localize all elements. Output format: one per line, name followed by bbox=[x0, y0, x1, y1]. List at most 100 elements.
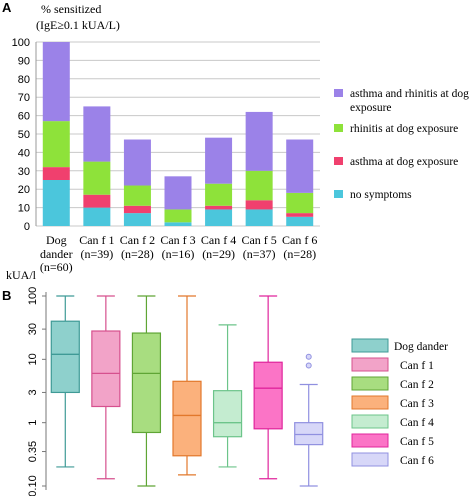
panel-a-legend: asthma and rhinitis at dog exposure rhinit… bbox=[334, 88, 469, 201]
panel-a-legend-label: asthma at dog exposure bbox=[350, 156, 458, 168]
panel-b-legend-label: Can f 3 bbox=[400, 398, 434, 410]
panel-b-legend-swatch bbox=[351, 338, 389, 353]
panel-b-ylabel: kUA/l bbox=[6, 268, 37, 282]
panel-a-x-label: Can f 2 bbox=[120, 233, 155, 247]
panel-a-x-label: Can f 6 bbox=[282, 233, 317, 247]
panel-a-bar-segment bbox=[42, 180, 70, 226]
panel-b-legend-label: Dog dander bbox=[394, 341, 448, 353]
panel-a-x-label: Can f 4 bbox=[201, 233, 236, 247]
panel-b-legend-label: Can f 6 bbox=[400, 455, 434, 467]
panel-a-y-tick-label: 30 bbox=[18, 166, 30, 178]
panel-a-x-label: Dog bbox=[46, 233, 67, 247]
panel-a-bar-segment bbox=[286, 192, 314, 214]
panel-a-bar-segment bbox=[83, 161, 111, 195]
panel-a-y-tick-label: 40 bbox=[18, 147, 30, 159]
panel-b-axis: 100 30 10 3 1 0.35 0.10 bbox=[27, 287, 47, 496]
panel-a-bar-segment bbox=[205, 205, 233, 210]
panel-a-x-label-line2: dander bbox=[40, 247, 73, 261]
panel-a-bar-segment bbox=[42, 42, 70, 122]
panel-a-y-tick-label: 100 bbox=[12, 37, 30, 49]
panel-a-x-label-n: (n=29) bbox=[202, 247, 235, 261]
panel-a-y-tick-label: 70 bbox=[18, 92, 30, 104]
panel-b-y-tick-label: 10 bbox=[27, 353, 39, 365]
panel-a-bar-segment bbox=[245, 170, 273, 201]
panel-b-outlier bbox=[305, 362, 312, 369]
panel-b-legend-label: Can f 5 bbox=[400, 436, 434, 448]
panel-b-legend-label: Can f 1 bbox=[400, 360, 434, 372]
panel-a-legend-swatch bbox=[334, 157, 343, 165]
panel-b-iqr-box bbox=[172, 380, 202, 457]
panel-b-box-6 bbox=[253, 295, 283, 480]
panel-b-iqr-box bbox=[91, 330, 121, 408]
panel-b-letter: B bbox=[2, 288, 11, 303]
panel-a-bars bbox=[42, 42, 314, 226]
panel-a-x-label-n: (n=60) bbox=[40, 260, 73, 274]
panel-a-y-tick-label: 10 bbox=[18, 203, 30, 215]
panel-a-x-label-n: (n=39) bbox=[80, 247, 113, 261]
panel-b-box-5 bbox=[212, 324, 243, 468]
panel-a-legend-label: no symptoms bbox=[350, 189, 412, 201]
panel-a-bar-segment bbox=[164, 222, 192, 226]
panel-b-legend-label: Can f 2 bbox=[400, 379, 434, 391]
panel-a-y-tick-label: 50 bbox=[18, 129, 30, 141]
panel-a-legend-label-line2: exposure bbox=[350, 102, 392, 114]
panel-a-bar-segment bbox=[164, 209, 192, 223]
panel-a-bar-segment bbox=[123, 213, 151, 226]
panel-a-bar-segment bbox=[164, 176, 192, 210]
panel-b-y-tick-label: 100 bbox=[27, 287, 39, 305]
panel-b-y-tick-label: 30 bbox=[27, 323, 39, 335]
panel-b-y-tick-label: 3 bbox=[27, 389, 39, 395]
panel-a-y-ticks: 0 10 20 30 40 50 60 70 80 90 100 bbox=[12, 37, 30, 233]
panel-a-bar-segment bbox=[286, 216, 314, 226]
panel-b-y-tick-label: 0.10 bbox=[27, 475, 39, 496]
panel-a-legend-label: rhinitis at dog exposure bbox=[350, 123, 458, 135]
panel-a-bar-segment bbox=[83, 194, 111, 208]
panel-a-bar-segment bbox=[83, 106, 111, 162]
panel-a-legend-swatch bbox=[334, 190, 343, 198]
panel-a-bar-segment bbox=[123, 185, 151, 206]
panel-a-x-label: Can f 3 bbox=[160, 233, 195, 247]
panel-a-x-label-n: (n=16) bbox=[162, 247, 195, 261]
panel-b-box-3 bbox=[131, 295, 162, 487]
panel-b-iqr-box bbox=[212, 390, 243, 438]
panel-b-iqr-box bbox=[131, 332, 162, 434]
panel-a-bar-segment bbox=[245, 111, 273, 171]
panel-a-legend-swatch bbox=[334, 124, 343, 132]
panel-b-box-1 bbox=[50, 295, 80, 468]
panel-b-y-tick-label: 1 bbox=[27, 420, 39, 426]
panel-b-box-7 bbox=[294, 353, 324, 487]
panel-a-ylabel-line2: (IgE≥0.1 kUA/L) bbox=[36, 18, 120, 32]
panel-a-x-label-n: (n=28) bbox=[121, 247, 154, 261]
panel-b-legend-swatch bbox=[351, 414, 389, 429]
panel-a-bar-segment bbox=[42, 121, 70, 168]
panel-b-legend-swatch bbox=[351, 357, 389, 372]
panel-a-y-tick-label: 20 bbox=[18, 184, 30, 196]
panel-b-legend-label: Can f 4 bbox=[400, 417, 434, 429]
panel-b-box-4 bbox=[172, 295, 202, 476]
panel-a-bar-segment bbox=[205, 209, 233, 226]
panel-b-outlier bbox=[305, 353, 312, 360]
panel-a-bar-segment bbox=[286, 213, 314, 217]
panel-a-x-label-n: (n=28) bbox=[283, 247, 316, 261]
panel-a-bar-segment bbox=[42, 167, 70, 180]
panel-a-ylabel-line1: % sensitized bbox=[41, 2, 101, 16]
panel-a-y-tick-label: 90 bbox=[18, 55, 30, 67]
panel-a-letter: A bbox=[2, 0, 12, 15]
panel-a-x-label: Can f 1 bbox=[79, 233, 114, 247]
panel-b-legend-swatch bbox=[351, 433, 389, 448]
panel-b-box-2 bbox=[91, 295, 121, 480]
panel-a-bar-segment bbox=[205, 137, 233, 184]
panel-a-y-tick-label: 60 bbox=[18, 111, 30, 123]
panel-b-legend: Dog dander Can f 1 Can f 2 Can f 3 Can f 4 Ca… bbox=[351, 338, 448, 467]
panel-b-iqr-box bbox=[294, 422, 324, 446]
panel-a-x-label-n: (n=37) bbox=[243, 247, 276, 261]
panel-a-legend-label: asthma and rhinitis at dog bbox=[350, 88, 469, 100]
panel-a-bar-segment bbox=[205, 183, 233, 206]
panel-b-iqr-box bbox=[253, 361, 283, 430]
panel-b-legend-swatch bbox=[351, 452, 389, 467]
panel-b-legend-swatch bbox=[351, 376, 389, 391]
panel-a-legend-swatch bbox=[334, 89, 343, 97]
panel-a-y-tick-label: 0 bbox=[24, 221, 30, 233]
panel-a-gridlines bbox=[35, 41, 320, 227]
